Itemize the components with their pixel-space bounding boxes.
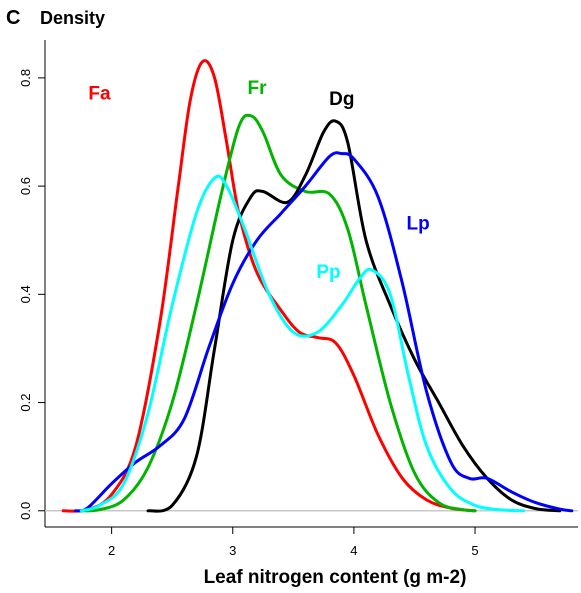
x-tick-label: 2 xyxy=(108,543,115,558)
x-axis-title: Leaf nitrogen content (g m-2) xyxy=(204,567,467,588)
y-tick-label: 0.2 xyxy=(18,394,33,412)
panel-letter: C xyxy=(6,7,20,29)
series-line-dg xyxy=(146,119,562,513)
x-tick-label: 5 xyxy=(471,543,478,558)
series-label-lp: Lp xyxy=(406,213,429,234)
y-tick-label: 0.6 xyxy=(18,177,33,195)
y-axis-title: Density xyxy=(40,8,105,28)
series-line-fa xyxy=(61,59,477,513)
series-label-dg: Dg xyxy=(329,89,354,110)
y-tick-label: 0.4 xyxy=(18,285,33,303)
series-line-lp xyxy=(73,151,574,513)
series-label-pp: Pp xyxy=(316,262,340,283)
series-label-fa: Fa xyxy=(88,84,111,105)
x-tick-label: 4 xyxy=(350,543,357,558)
series-label-fr: Fr xyxy=(247,78,267,99)
series-line-pp xyxy=(79,174,525,513)
y-tick-label: 0.0 xyxy=(18,502,33,520)
x-tick-label: 3 xyxy=(229,543,236,558)
y-tick-label: 0.8 xyxy=(18,69,33,87)
